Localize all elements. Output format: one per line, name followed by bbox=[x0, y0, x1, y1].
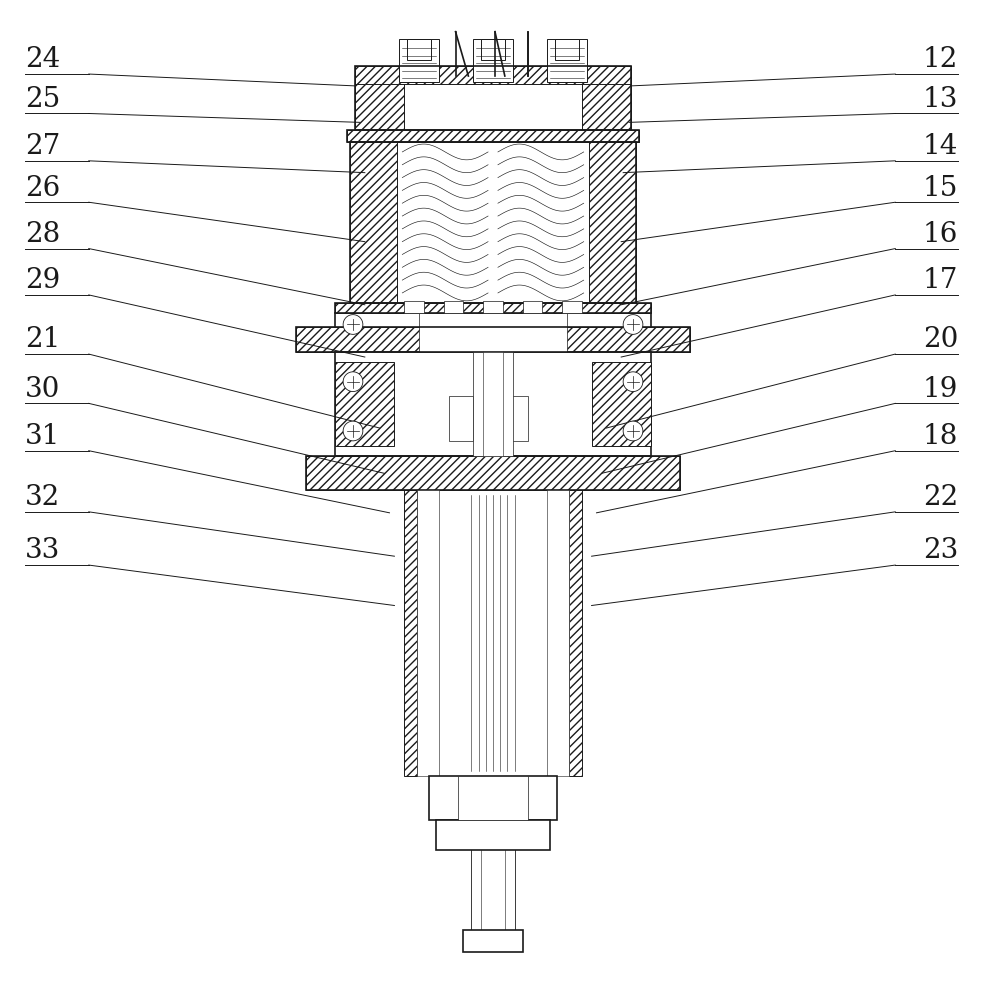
Text: 28: 28 bbox=[25, 221, 60, 248]
Text: 30: 30 bbox=[25, 376, 60, 403]
Bar bbox=[483, 396, 508, 441]
Bar bbox=[335, 303, 651, 313]
Text: 23: 23 bbox=[923, 537, 958, 564]
Bar bbox=[404, 301, 424, 313]
Bar bbox=[589, 142, 636, 303]
Bar bbox=[458, 776, 528, 820]
Text: 24: 24 bbox=[25, 46, 60, 73]
Text: 15: 15 bbox=[923, 175, 958, 202]
Bar bbox=[547, 490, 569, 776]
Bar bbox=[419, 313, 567, 352]
Bar bbox=[404, 490, 417, 776]
Bar bbox=[592, 362, 651, 446]
Text: 12: 12 bbox=[923, 46, 958, 73]
Circle shape bbox=[343, 421, 363, 441]
Circle shape bbox=[623, 421, 643, 441]
Bar bbox=[296, 327, 690, 352]
Text: 16: 16 bbox=[923, 221, 958, 248]
Bar bbox=[547, 39, 587, 82]
Bar bbox=[436, 820, 550, 850]
Bar bbox=[355, 66, 404, 130]
Circle shape bbox=[623, 315, 643, 334]
Text: 27: 27 bbox=[25, 133, 60, 160]
Bar bbox=[569, 490, 582, 776]
Text: 22: 22 bbox=[923, 484, 958, 511]
Bar bbox=[350, 142, 397, 303]
Text: 32: 32 bbox=[25, 484, 60, 511]
Bar bbox=[555, 39, 579, 60]
Bar bbox=[417, 490, 439, 776]
Text: 20: 20 bbox=[923, 326, 958, 353]
Bar bbox=[296, 327, 690, 352]
Bar bbox=[473, 39, 513, 82]
Text: 17: 17 bbox=[923, 267, 958, 294]
Text: 26: 26 bbox=[25, 175, 60, 202]
Bar bbox=[582, 66, 631, 130]
Bar bbox=[523, 301, 542, 313]
Bar bbox=[407, 39, 431, 60]
Bar bbox=[335, 313, 651, 352]
Circle shape bbox=[343, 372, 363, 392]
Bar bbox=[463, 930, 523, 952]
Bar bbox=[481, 39, 505, 60]
Text: 21: 21 bbox=[25, 326, 60, 353]
Bar bbox=[335, 303, 651, 313]
Bar bbox=[335, 362, 394, 446]
Bar bbox=[503, 396, 528, 441]
Bar bbox=[562, 301, 582, 313]
Text: 31: 31 bbox=[25, 423, 60, 450]
Text: 25: 25 bbox=[25, 86, 60, 113]
Circle shape bbox=[623, 372, 643, 392]
Text: 29: 29 bbox=[25, 267, 60, 294]
Text: 13: 13 bbox=[923, 86, 958, 113]
Bar bbox=[444, 301, 463, 313]
Bar bbox=[355, 66, 631, 130]
Text: 18: 18 bbox=[923, 423, 958, 450]
Bar bbox=[335, 352, 651, 456]
Bar bbox=[350, 142, 636, 303]
Text: 33: 33 bbox=[25, 537, 60, 564]
Bar bbox=[449, 396, 473, 441]
Bar bbox=[483, 352, 503, 456]
Bar bbox=[347, 130, 639, 142]
Bar bbox=[399, 39, 439, 82]
Bar bbox=[355, 66, 631, 84]
Bar bbox=[473, 352, 513, 456]
Bar bbox=[347, 130, 639, 142]
Text: 14: 14 bbox=[923, 133, 958, 160]
Bar bbox=[483, 301, 503, 313]
Bar bbox=[306, 456, 680, 490]
Bar bbox=[429, 776, 557, 820]
Circle shape bbox=[343, 315, 363, 334]
Text: 19: 19 bbox=[923, 376, 958, 403]
Bar bbox=[306, 456, 680, 490]
